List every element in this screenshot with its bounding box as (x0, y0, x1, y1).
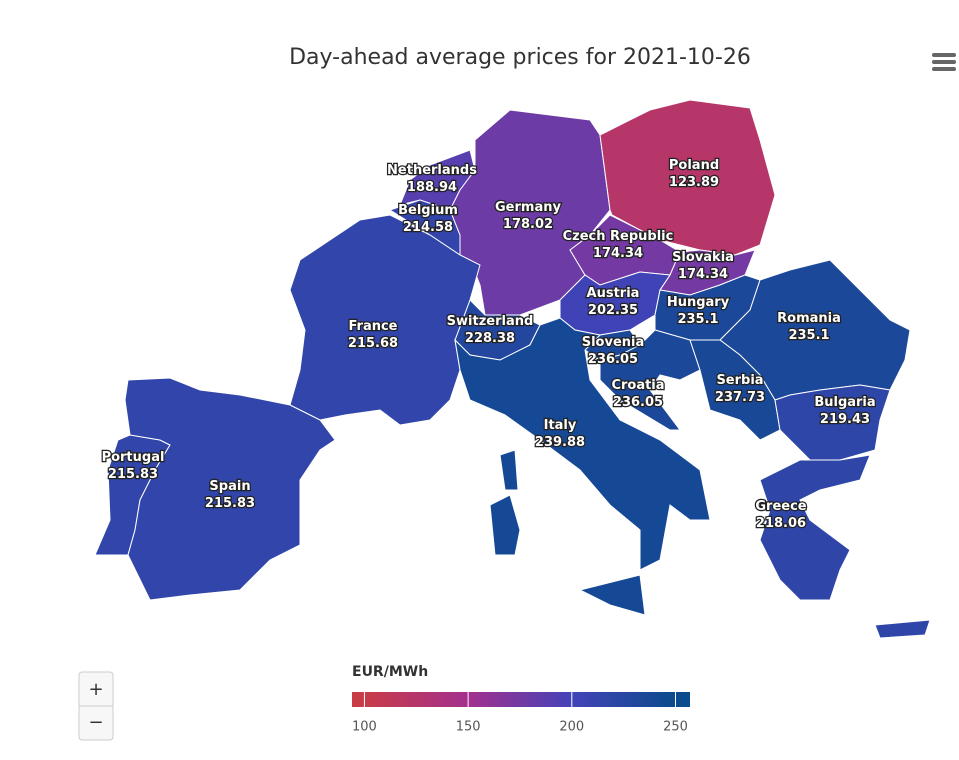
region-name: Poland (669, 158, 719, 173)
region-name: Belgium (398, 203, 458, 218)
region (759, 454, 871, 601)
menu-bar (932, 67, 956, 71)
region-name: Portugal (102, 450, 165, 465)
region-value: 228.38 (465, 331, 515, 346)
colorbar-tick-label: 100 (352, 720, 377, 735)
region-value: 218.06 (756, 516, 806, 531)
region-name: Germany (495, 200, 561, 215)
colorbar-tick-label: 200 (559, 720, 584, 735)
region-value: 236.05 (613, 395, 663, 410)
region-value: 235.1 (788, 328, 829, 343)
region-value: 236.05 (588, 352, 638, 367)
region-name: Italy (544, 418, 577, 433)
region-value: 188.94 (407, 180, 457, 195)
region (289, 214, 481, 426)
region-name: Slovenia (582, 335, 645, 350)
region-name: Netherlands (387, 163, 477, 178)
colorbar-tick-label: 250 (663, 720, 688, 735)
region (489, 494, 521, 556)
region (449, 109, 611, 316)
region (578, 574, 646, 616)
region-value: 219.43 (820, 412, 870, 427)
region-value: 202.35 (588, 303, 638, 318)
region-value: 215.83 (205, 496, 255, 511)
chart-title: Day-ahead average prices for 2021-10-26 (289, 45, 751, 70)
region-name: Austria (587, 286, 640, 301)
region-name: Serbia (716, 373, 763, 388)
region-value: 178.02 (503, 217, 553, 232)
region-value: 123.89 (669, 175, 719, 190)
regions (94, 99, 931, 639)
region-value: 237.73 (715, 390, 765, 405)
region-name: Spain (209, 479, 250, 494)
region (599, 99, 776, 256)
region-name: Romania (777, 311, 841, 326)
colorbar: 100 150 200 250 (352, 692, 690, 735)
colorbar-title: EUR/MWh (352, 664, 428, 680)
region (124, 377, 336, 601)
region (454, 317, 711, 571)
menu-bar (932, 60, 956, 64)
region-value: 239.88 (535, 435, 585, 450)
menu-button[interactable] (932, 53, 956, 71)
region-value: 235.1 (677, 312, 718, 327)
colorbar-tick-label: 150 (456, 720, 481, 735)
colorbar-gradient (352, 692, 690, 707)
region (874, 619, 931, 639)
region-name: France (348, 319, 397, 334)
region-name: Czech Republic (563, 229, 674, 244)
zoom-controls: + − (78, 671, 114, 741)
region (599, 329, 701, 431)
region-value: 174.34 (678, 267, 728, 282)
region (499, 449, 519, 491)
region-name: Switzerland (447, 314, 534, 329)
region-name: Hungary (667, 295, 730, 310)
zoom-out[interactable]: − (88, 712, 103, 733)
region (774, 384, 891, 461)
menu-bar (932, 53, 956, 57)
region-value: 215.83 (108, 467, 158, 482)
region-value: 174.34 (593, 246, 643, 261)
region-name: Slovakia (672, 250, 734, 265)
region-name: Croatia (611, 378, 664, 393)
labels: Netherlands 188.94 Belgium 214.58 Germany 178… (100, 157, 877, 533)
region-name: Greece (755, 499, 806, 514)
zoom-in[interactable]: + (88, 679, 103, 700)
region-value: 215.68 (348, 336, 398, 351)
region-name: Bulgaria (814, 395, 875, 410)
region-value: 214.58 (403, 220, 453, 235)
